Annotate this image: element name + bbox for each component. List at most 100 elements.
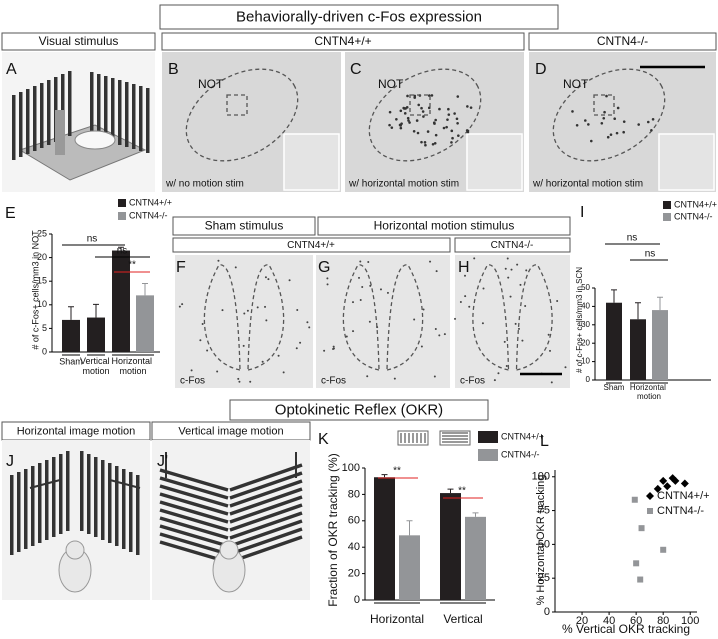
- cell-dot: [282, 371, 285, 374]
- grating: [47, 80, 51, 145]
- cell-dot: [369, 284, 372, 287]
- grating: [229, 527, 303, 556]
- cell-dot: [447, 113, 451, 116]
- bar: [399, 535, 420, 600]
- cell-dot: [427, 106, 431, 110]
- error-bar: [381, 474, 388, 478]
- cell-dot: [454, 317, 457, 320]
- grating: [80, 451, 84, 531]
- x-tick-label: 100: [681, 615, 699, 627]
- bar: [606, 302, 622, 380]
- cell-dot: [450, 129, 454, 133]
- cell-dot: [507, 276, 510, 279]
- grating: [31, 466, 35, 546]
- cell-dot: [295, 347, 298, 350]
- cell-dot: [238, 380, 241, 383]
- panel-letter: G: [318, 259, 330, 276]
- y-tick-label: 0: [354, 594, 360, 606]
- cell-dot: [267, 278, 270, 281]
- y-tick-label: 20: [37, 252, 47, 262]
- cell-dot: [637, 123, 640, 126]
- point: [631, 496, 638, 503]
- cell-dot: [571, 110, 574, 113]
- cell-dot: [509, 295, 512, 298]
- panel-letter: F: [176, 259, 186, 276]
- legend-label: CNTN4+/+: [674, 199, 717, 209]
- point: [660, 546, 667, 553]
- bar: [465, 516, 486, 600]
- cell-dot: [442, 126, 446, 130]
- grating: [159, 492, 229, 516]
- x-tick-label: Horizontal motion: [111, 356, 154, 376]
- cell-dot: [549, 349, 552, 352]
- cell-dot: [234, 266, 237, 269]
- cell-dot: [556, 300, 559, 303]
- cell-dot: [434, 133, 438, 137]
- y-axis-label: Fraction of OKR tracking (%): [326, 453, 340, 606]
- region-label: NOT: [563, 77, 589, 91]
- grating: [159, 532, 229, 556]
- cell-dot: [242, 344, 245, 347]
- image-caption: w/ no motion stim: [165, 179, 244, 190]
- cell-dot: [423, 141, 427, 144]
- cell-dot: [388, 110, 392, 114]
- bar: [112, 250, 130, 352]
- header-box: [1, 32, 156, 51]
- y-tick-label: 100: [532, 471, 550, 483]
- cell-dot: [332, 347, 335, 350]
- y-tick-label: 60: [348, 515, 360, 527]
- cell-dot: [277, 354, 280, 357]
- significance-label: ns: [117, 246, 128, 257]
- significance-label: ns: [645, 249, 656, 260]
- grating: [17, 472, 21, 552]
- cell-dot: [613, 117, 616, 121]
- panel-letter: L: [540, 433, 549, 450]
- cell-dot: [178, 305, 181, 308]
- cell-dot: [519, 283, 522, 286]
- image-caption: w/ horizontal motion stim: [348, 179, 459, 190]
- panel-letter: H: [458, 259, 470, 276]
- cell-dot: [424, 143, 427, 147]
- x-tick-label: Vertical motion: [80, 356, 112, 376]
- cell-dot: [650, 128, 653, 132]
- bar: [136, 295, 154, 352]
- cell-dot: [584, 119, 587, 122]
- cell-dot: [453, 112, 456, 115]
- region-label: NOT: [378, 77, 404, 91]
- cell-dot: [432, 121, 436, 125]
- cell-dot: [446, 118, 449, 121]
- cell-dot: [447, 107, 450, 111]
- grating: [24, 469, 28, 549]
- y-tick-label: 80: [348, 488, 360, 500]
- cell-dot: [434, 118, 437, 122]
- significance-label: **: [458, 486, 466, 497]
- cell-dot: [450, 141, 453, 144]
- significance-label: **: [393, 466, 401, 477]
- cell-dot: [351, 301, 354, 304]
- cell-dot: [416, 131, 420, 135]
- x-tick-label: 80: [657, 615, 669, 627]
- mouse-head: [65, 540, 85, 560]
- cell-dot: [420, 140, 423, 144]
- cell-dot: [399, 109, 403, 113]
- cell-dot: [525, 269, 528, 272]
- stain-label: c-Fos: [321, 376, 346, 387]
- cell-dot: [451, 136, 454, 140]
- cell-dot: [482, 287, 485, 290]
- grating: [52, 457, 56, 537]
- cell-dot: [345, 335, 348, 338]
- cell-dot: [464, 295, 467, 298]
- y-tick-label: 0: [42, 346, 47, 356]
- grating: [229, 479, 303, 508]
- y-tick-label: 40: [348, 541, 360, 553]
- grating: [33, 86, 37, 151]
- cell-dot: [243, 312, 246, 315]
- cell-dot: [379, 288, 382, 291]
- cell-dot: [288, 279, 291, 282]
- cell-dot: [366, 375, 369, 378]
- icon: [397, 430, 429, 446]
- cell-dot: [468, 305, 471, 308]
- grating: [38, 463, 42, 543]
- cell-dot: [430, 94, 434, 97]
- cell-dot: [429, 260, 432, 263]
